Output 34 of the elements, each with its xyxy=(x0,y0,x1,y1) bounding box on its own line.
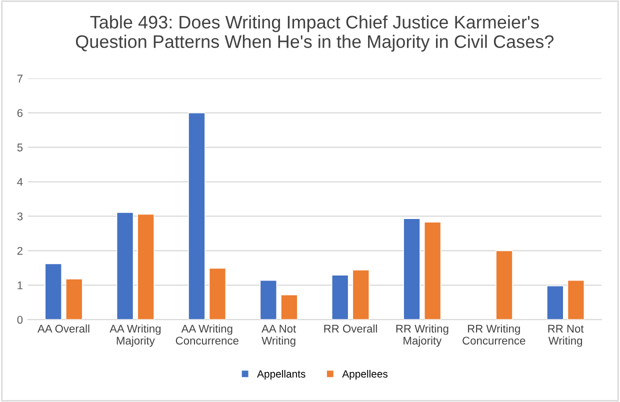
y-tick-label: 7 xyxy=(17,74,22,82)
y-tick-label: 2 xyxy=(17,246,22,255)
x-tick-label: RR Overall xyxy=(324,324,377,333)
y-tick-label: 3 xyxy=(17,212,23,220)
y-tick-label: 4 xyxy=(17,178,23,186)
x-tick-label: RR Writing Majority xyxy=(396,324,448,347)
legend-label: Appellants xyxy=(257,370,306,380)
bar xyxy=(331,274,349,320)
bar xyxy=(280,294,298,320)
legend-label: Appellees xyxy=(342,370,388,380)
bar xyxy=(496,250,513,320)
bar xyxy=(424,222,442,320)
bar xyxy=(352,270,370,320)
chart-title: Table 493: Does Writing Impact Chief Justice Karmeier's Question Patterns When He's in the Majority in Civil Cases? xyxy=(76,15,554,52)
bar xyxy=(44,263,62,320)
bar xyxy=(208,268,226,320)
y-tick-label: 1 xyxy=(18,282,22,290)
x-tick-label: AA Writing Concurrence xyxy=(176,324,238,345)
bar xyxy=(65,278,83,320)
bar xyxy=(403,218,420,320)
bar xyxy=(188,112,206,320)
x-tick-label: AA Overall xyxy=(38,324,90,333)
x-tick-label: RR Not Writing xyxy=(548,324,584,347)
bar xyxy=(116,212,134,320)
y-tick-label: 0 xyxy=(17,316,23,324)
y-tick-label: 6 xyxy=(17,109,23,117)
x-tick-label: RR Writing Concurrence xyxy=(462,324,526,345)
bar xyxy=(260,280,278,320)
y-tick-label: 5 xyxy=(17,144,23,152)
bar xyxy=(137,214,154,320)
bar xyxy=(567,280,585,320)
x-tick-label: AA Writing Majority xyxy=(110,324,161,347)
bar xyxy=(546,285,564,320)
x-tick-label: AA Not Writing xyxy=(262,324,296,347)
